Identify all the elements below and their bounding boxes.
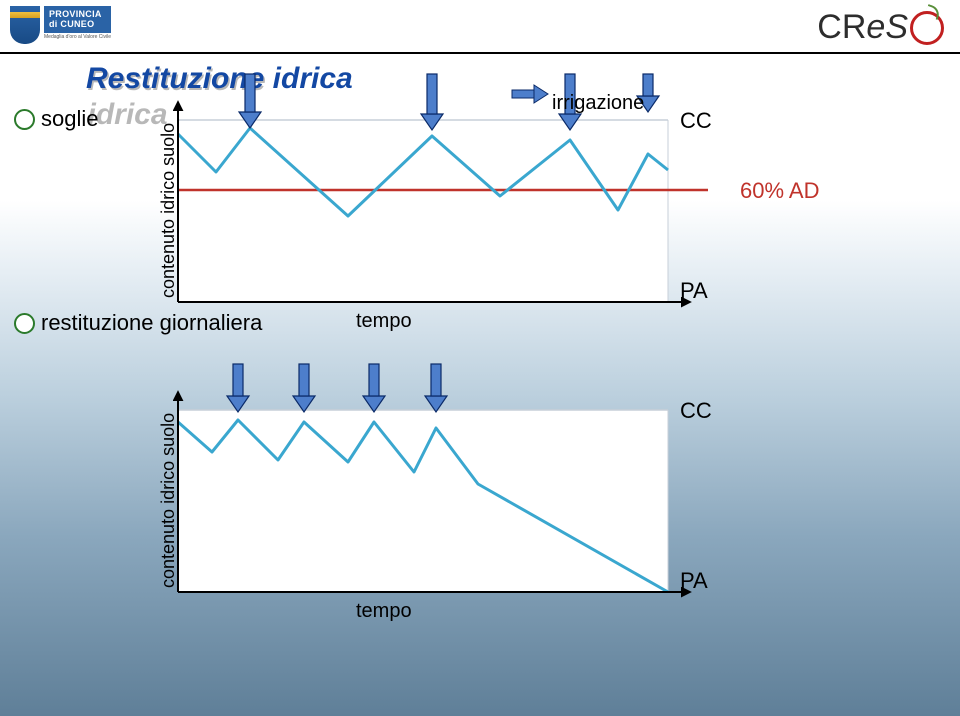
chart1-ylabel: contenuto idrico suolo [158, 123, 179, 298]
chart1-xlabel: tempo [356, 310, 412, 333]
chart1-ad: 60% AD [740, 178, 820, 204]
header-divider [0, 52, 960, 54]
logo-right-pt1: CR [817, 8, 866, 47]
logo-left-line2: di CUNEO [49, 19, 106, 29]
chart-soglie [178, 120, 668, 302]
apple-icon [910, 11, 944, 45]
bullet-soglie-label: soglie [41, 106, 98, 132]
logo-right-pt2: eS [866, 8, 908, 47]
logo-left-sub: Medaglia d'oro al Valore Civile [44, 34, 111, 40]
logo-provincia: PROVINCIA di CUNEO Medaglia d'oro al Val… [10, 6, 111, 44]
logo-creso: CReS [817, 8, 944, 47]
dot-icon [14, 313, 35, 334]
bullet-soglie: soglie [14, 106, 98, 132]
chart1-cc: CC [680, 108, 712, 134]
chart1-pa: PA [680, 278, 708, 304]
chart2-pa: PA [680, 568, 708, 594]
shield-icon [10, 6, 40, 44]
chart1-irr-label: irrigazione [552, 92, 644, 115]
chart2-ylabel: contenuto idrico suolo [158, 413, 179, 588]
chart-restituzione [178, 410, 668, 592]
chart2-xlabel: tempo [356, 600, 412, 623]
dot-icon [14, 109, 35, 130]
logo-left-line1: PROVINCIA [49, 9, 106, 19]
chart2-cc: CC [680, 398, 712, 424]
